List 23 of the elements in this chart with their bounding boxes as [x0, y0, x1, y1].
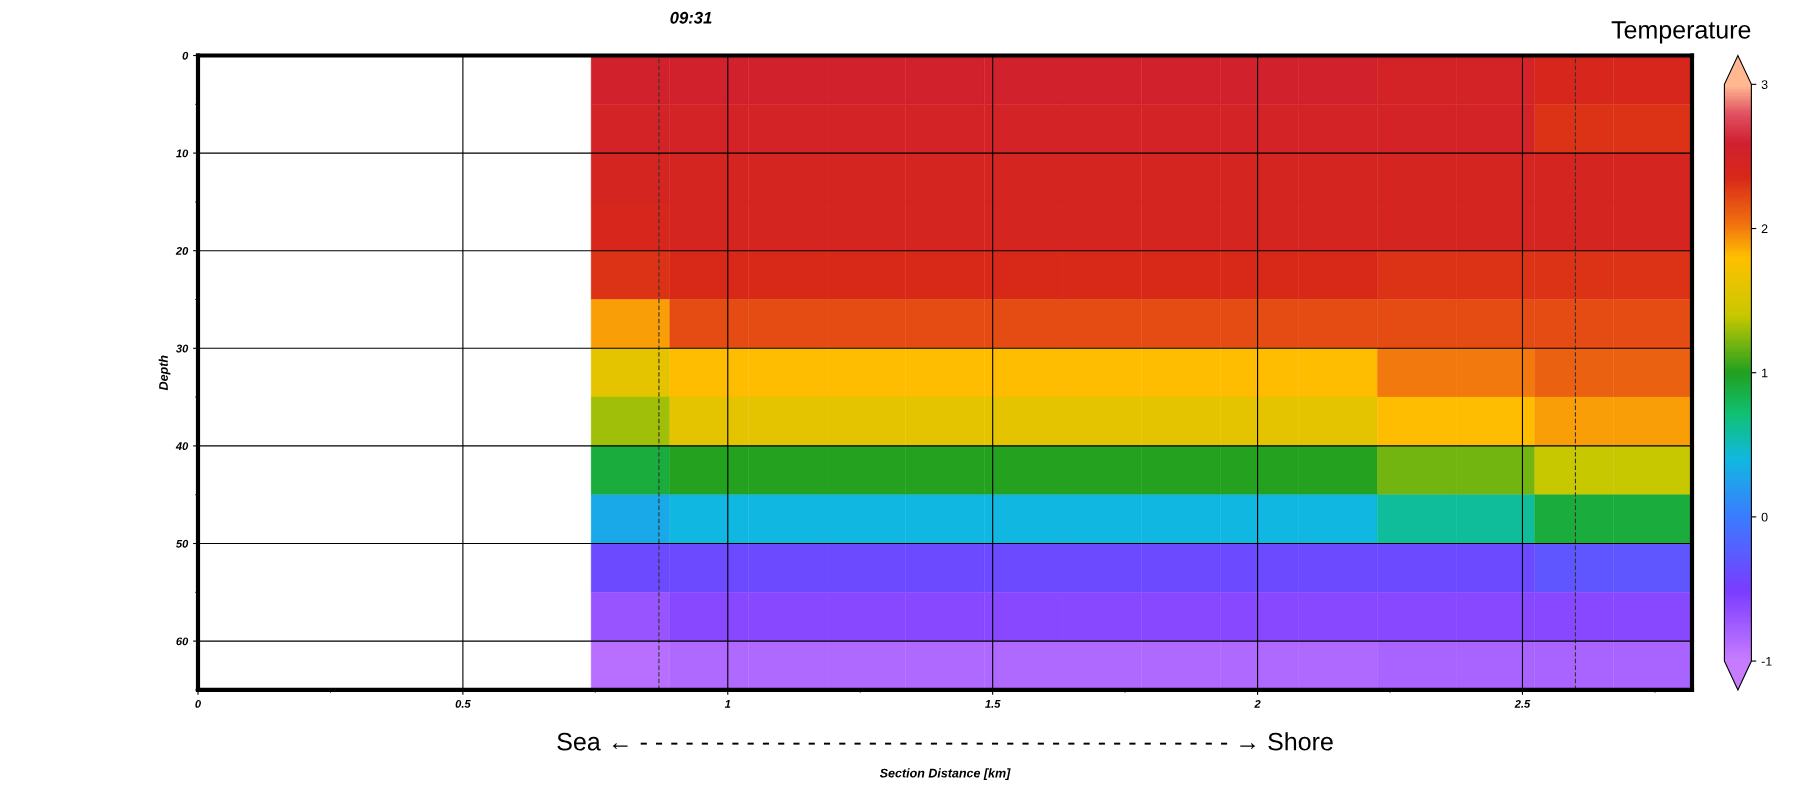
y-tick-label: 30 — [176, 344, 189, 353]
y-tick-label: 20 — [175, 246, 189, 255]
x-tick-label: 0.5 — [455, 699, 471, 708]
chart-title: 09:31 — [670, 11, 712, 24]
y-tick-label: 50 — [176, 539, 189, 548]
x-axis-title: Section Distance [km] — [879, 768, 1011, 780]
y-axis-title: Depth — [158, 355, 171, 391]
x-tick-label: 2.5 — [1514, 699, 1531, 708]
x-tick-label: 0 — [195, 699, 201, 708]
color-bar-label: 1 — [1762, 368, 1768, 378]
x-tick-label: 2 — [1254, 699, 1261, 708]
color-bar-label: 0 — [1761, 512, 1768, 522]
y-tick-label: 0 — [182, 51, 189, 60]
x-tick-label: 1.5 — [985, 700, 1001, 708]
y-tick-label: 10 — [176, 149, 189, 158]
y-tick-label: 40 — [175, 442, 189, 451]
color-bar-label: 2 — [1761, 224, 1768, 234]
color-bar-title: Temperature — [1611, 21, 1751, 44]
text: Sea ← - - - - - - - - - - - - - - - - - - - - - - - - - - - - - - - - - - - - - - - → Shore — [557, 732, 1333, 751]
color-bar-label: 3 — [1761, 80, 1768, 89]
y-tick-label: 60 — [176, 637, 189, 646]
x-tick-label: 1 — [724, 700, 731, 708]
color-bar-label: -1 — [1761, 657, 1772, 666]
